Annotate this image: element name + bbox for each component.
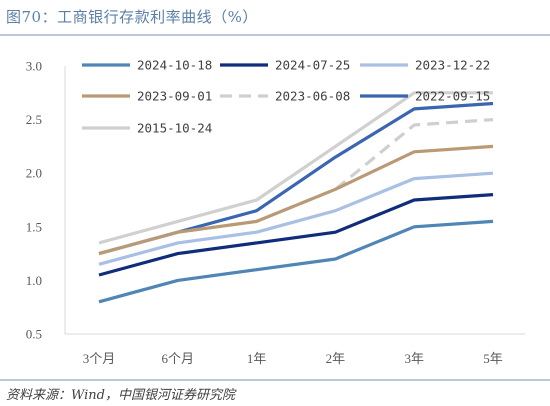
series-line-2015-10-24 bbox=[98, 91, 493, 245]
chart-title: 图70：工商银行存款利率曲线（%） bbox=[6, 8, 258, 26]
source-note: 资料来源：Wind，中国银河证券研究院 bbox=[6, 388, 235, 403]
series-line-2024-07-25 bbox=[98, 193, 494, 277]
legend-label: 2024-10-18 bbox=[137, 58, 212, 73]
x-tick-label: 3年 bbox=[404, 351, 424, 366]
x-axis: 3个月 6个月 1年 2年 3年 5年 bbox=[65, 333, 525, 366]
chart-area: 0.5 1.0 1.5 2.0 2.5 3.0 3个月 6个月 1年 2年 3年 5年 2024-1… bbox=[26, 58, 525, 366]
series-line-2023-09-01 bbox=[98, 144, 494, 256]
series-line-2024-10-18 bbox=[98, 219, 494, 304]
x-tick-label: 1年 bbox=[247, 351, 267, 366]
x-tick-label: 2年 bbox=[326, 351, 346, 366]
y-tick-label: 1.5 bbox=[26, 219, 42, 234]
x-tick-label: 6个月 bbox=[162, 351, 195, 366]
y-tick-label: 0.5 bbox=[26, 327, 42, 342]
footer-divider bbox=[0, 379, 550, 381]
series-lines bbox=[98, 91, 494, 304]
title-divider bbox=[0, 34, 550, 36]
y-tick-label: 2.0 bbox=[26, 166, 42, 181]
x-tick-label: 3个月 bbox=[83, 351, 116, 366]
legend-label: 2024-07-25 bbox=[275, 58, 350, 73]
y-tick-label: 1.0 bbox=[26, 273, 42, 288]
y-axis: 0.5 1.0 1.5 2.0 2.5 3.0 bbox=[26, 59, 66, 342]
legend-label: 2022-09-15 bbox=[415, 89, 490, 104]
x-tick-label: 5年 bbox=[483, 351, 503, 366]
legend-label: 2023-09-01 bbox=[137, 89, 212, 104]
legend-label: 2023-12-22 bbox=[415, 58, 490, 73]
y-tick-label: 2.5 bbox=[26, 112, 42, 127]
y-tick-label: 3.0 bbox=[26, 59, 42, 74]
series-line-2023-12-22 bbox=[98, 171, 494, 266]
series-line-2023-06-08 bbox=[98, 118, 494, 256]
legend: 2024-10-18 2024-07-25 2023-12-22 2023-09-01… bbox=[82, 58, 490, 136]
legend-label: 2023-06-08 bbox=[275, 89, 350, 104]
legend-label: 2015-10-24 bbox=[137, 121, 212, 136]
